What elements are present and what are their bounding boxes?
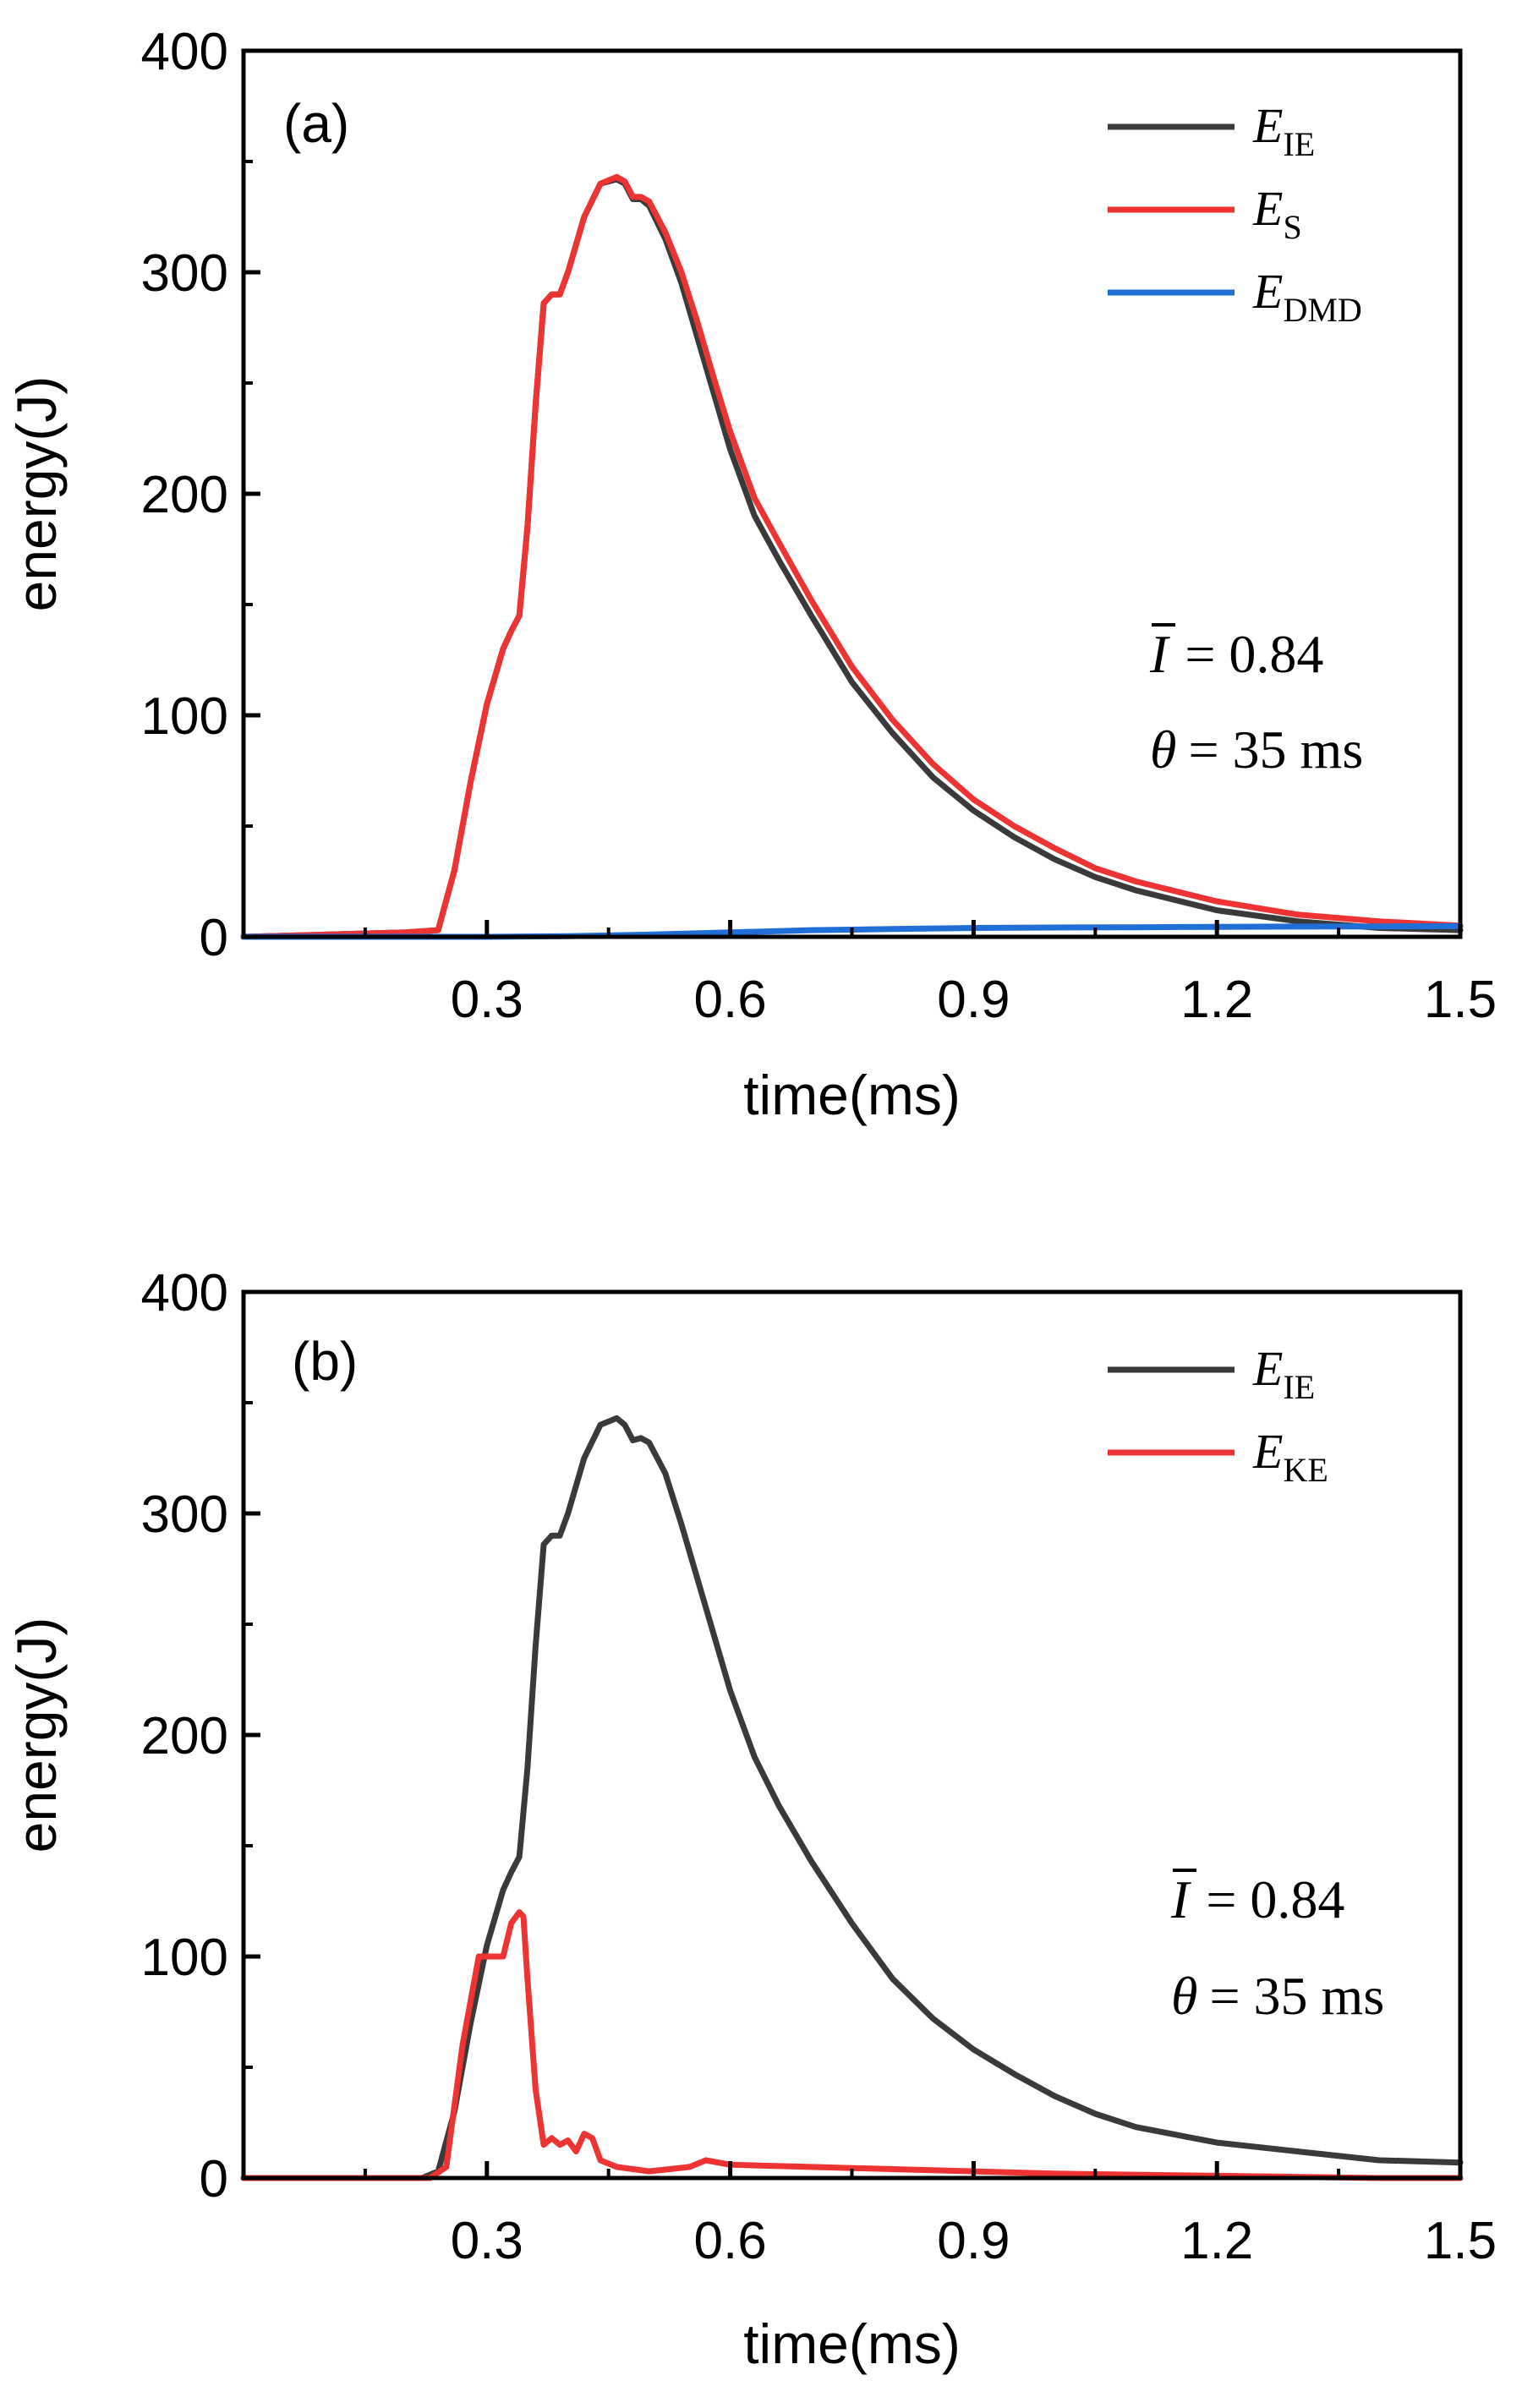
x-tick-label: 0.9 xyxy=(937,971,1010,1029)
y-tick-label: 200 xyxy=(141,466,228,524)
x-tick-label: 0.3 xyxy=(451,2212,523,2270)
x-tick-label: 0.3 xyxy=(451,971,523,1029)
x-tick-label: 0.9 xyxy=(937,2212,1010,2270)
annotation-intensity: I = 0.84 xyxy=(1170,1869,1344,1929)
y-tick-label: 100 xyxy=(141,1929,228,1987)
y-tick-label: 200 xyxy=(141,1707,228,1765)
legend-label: ES xyxy=(1252,181,1302,246)
legend-label: EDMD xyxy=(1252,264,1362,329)
panel-label: (a) xyxy=(283,93,349,154)
x-axis-title: time(ms) xyxy=(743,2312,961,2375)
series-line-ke xyxy=(240,1909,1464,2181)
annotation-duration: θ = 35 ms xyxy=(1150,720,1363,780)
panel-a: 0.3 0.6 0.9 1.2 1.5 0 100 200 300 400 time(ms) ener… xyxy=(5,23,1497,1126)
legend-label: EIE xyxy=(1252,98,1315,163)
x-tick-label: 1.5 xyxy=(1424,971,1497,1029)
annotation-duration: θ = 35 ms xyxy=(1171,1966,1384,2026)
y-tick-label: 100 xyxy=(141,687,228,746)
y-tick-label: 300 xyxy=(141,244,228,303)
y-tick-label: 0 xyxy=(200,2150,228,2208)
y-tick-label: 400 xyxy=(141,1264,228,1322)
series-line-s xyxy=(240,173,1464,940)
legend-label: EKE xyxy=(1252,1424,1328,1489)
annotation-intensity: I = 0.84 xyxy=(1149,624,1323,684)
y-axis-title: energy(J) xyxy=(5,376,68,612)
x-tick-label: 1.2 xyxy=(1180,2212,1253,2270)
panel-label: (b) xyxy=(292,1331,358,1392)
x-tick-label: 0.6 xyxy=(693,2212,766,2270)
legend-label: EIE xyxy=(1252,1341,1315,1406)
series-line-ie xyxy=(240,1415,1464,2181)
x-tick-label: 0.6 xyxy=(693,971,766,1029)
y-tick-label: 400 xyxy=(141,23,228,81)
y-axis-title: energy(J) xyxy=(5,1617,68,1853)
panel-b: 0.3 0.6 0.9 1.2 1.5 0 100 200 300 400 time(ms) ener… xyxy=(5,1264,1497,2375)
y-tick-label: 0 xyxy=(200,909,228,967)
x-tick-label: 1.5 xyxy=(1424,2212,1497,2270)
y-tick-label: 300 xyxy=(141,1486,228,1544)
x-axis-title: time(ms) xyxy=(743,1064,961,1126)
x-tick-label: 1.2 xyxy=(1180,971,1253,1029)
